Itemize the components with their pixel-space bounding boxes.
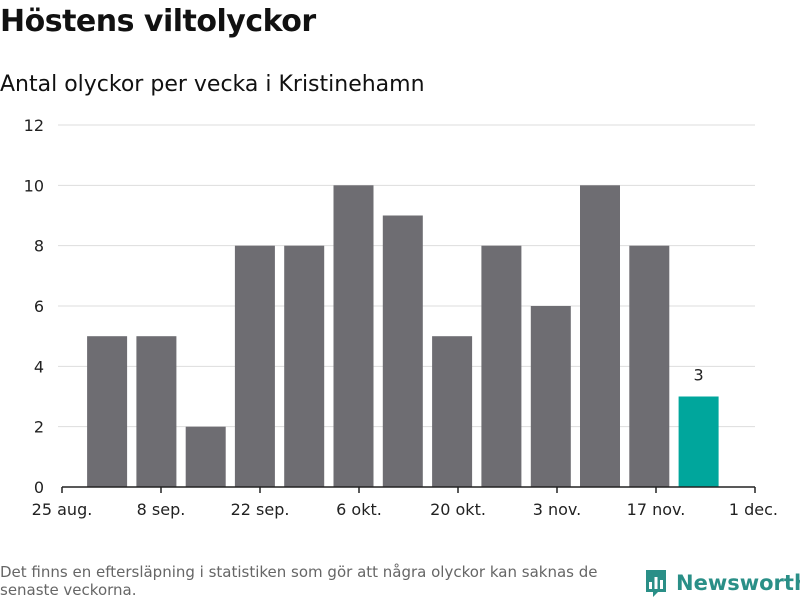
footnote: Det finns en eftersläpning i statistiken…	[0, 563, 598, 599]
newsworthy-logo-icon	[646, 570, 666, 597]
x-tick-label: 25 aug.	[32, 500, 93, 519]
y-tick-label: 2	[34, 418, 44, 437]
bar	[530, 306, 571, 487]
y-axis: 0 2 4 6 8 10 12	[24, 116, 44, 497]
y-tick-label: 6	[34, 297, 44, 316]
bar	[87, 336, 128, 487]
data-labels: 3	[694, 366, 704, 385]
bar	[234, 245, 275, 487]
y-tick-label: 8	[34, 237, 44, 256]
chart-title: Höstens viltolyckor	[0, 4, 316, 39]
bar	[284, 245, 325, 487]
bar-chart: 25 aug. 8 sep. 22 sep. 6 okt. 20 okt. 3 nov. 1…	[24, 116, 778, 519]
x-tick-label: 22 sep.	[231, 500, 290, 519]
data-label: 3	[694, 366, 704, 385]
brand-logo: Newsworthy	[644, 568, 800, 598]
y-tick-label: 4	[34, 357, 44, 376]
highlight-bar	[678, 396, 719, 487]
bar	[481, 245, 522, 487]
bar	[382, 215, 423, 487]
y-tick-label: 0	[34, 478, 44, 497]
x-tick-label: 20 okt.	[430, 500, 486, 519]
bar	[432, 336, 473, 487]
bar	[629, 245, 670, 487]
bars	[87, 185, 719, 488]
chart-subtitle: Antal olyckor per vecka i Kristinehamn	[0, 72, 425, 97]
bar	[580, 185, 620, 488]
bar	[333, 185, 374, 488]
x-tick-label: 8 sep.	[137, 500, 186, 519]
y-tick-label: 12	[24, 116, 44, 135]
bar	[136, 336, 177, 487]
x-tick-label: 3 nov.	[533, 500, 582, 519]
x-tick-label: 6 okt.	[336, 500, 382, 519]
x-tick-label: 17 nov.	[627, 500, 686, 519]
bar	[185, 426, 226, 487]
x-axis: 25 aug. 8 sep. 22 sep. 6 okt. 20 okt. 3 nov. 1…	[32, 486, 778, 519]
brand-name: Newsworthy	[676, 571, 800, 595]
y-tick-label: 10	[24, 176, 44, 195]
x-tick-label: 1 dec.	[729, 500, 778, 519]
